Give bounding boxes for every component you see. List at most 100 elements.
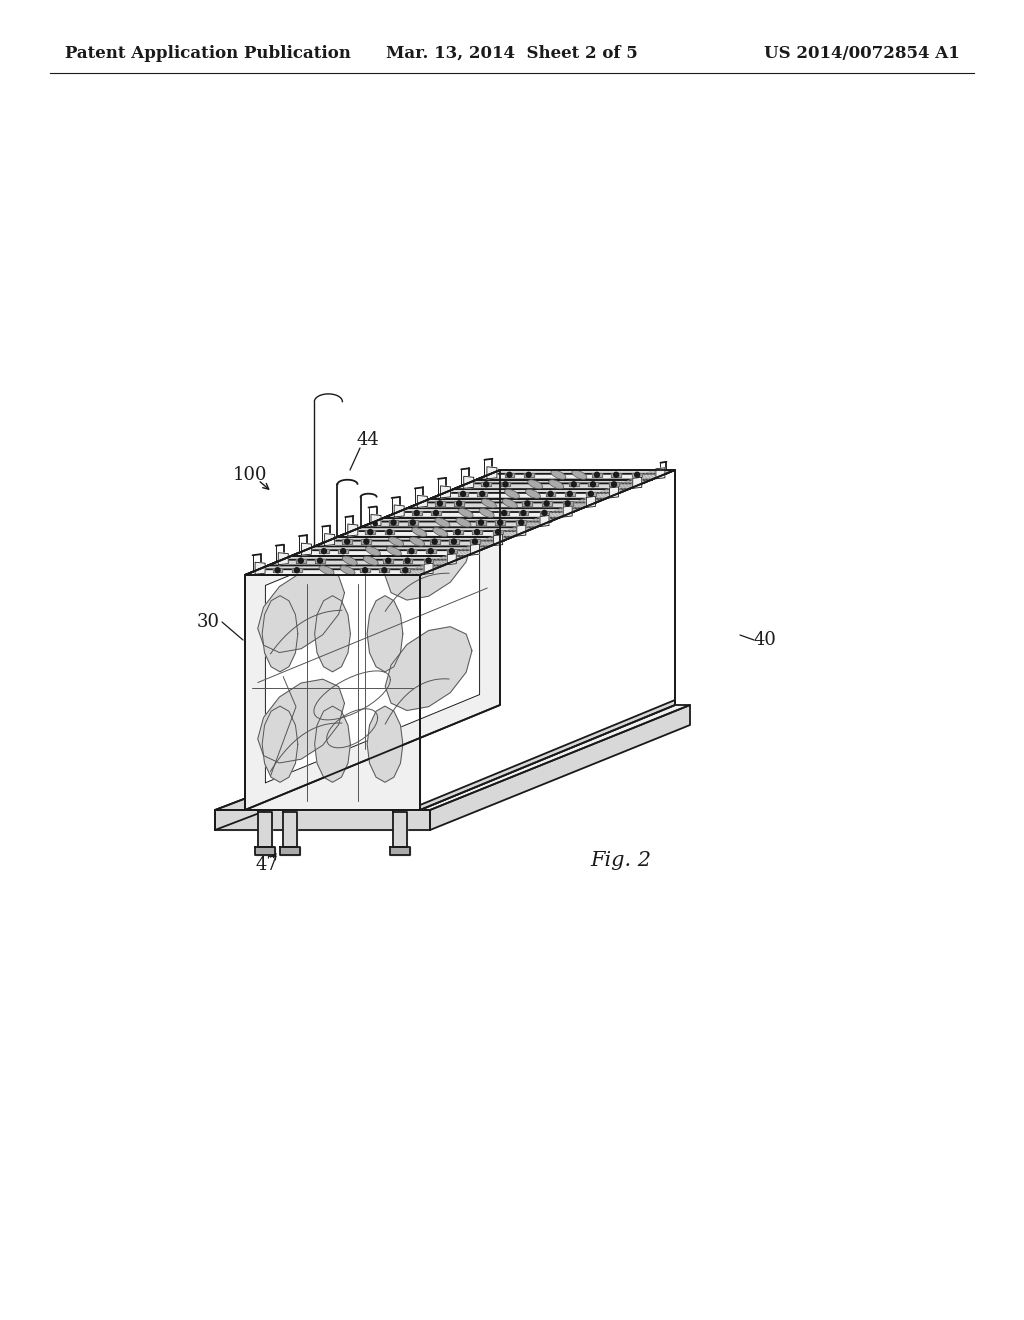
Circle shape — [472, 539, 477, 544]
Polygon shape — [301, 543, 311, 556]
Ellipse shape — [456, 517, 471, 527]
Polygon shape — [449, 540, 459, 544]
Ellipse shape — [503, 499, 517, 508]
Circle shape — [341, 549, 346, 553]
Polygon shape — [540, 511, 549, 515]
Polygon shape — [258, 569, 344, 652]
Polygon shape — [476, 520, 486, 524]
Circle shape — [591, 482, 596, 487]
Polygon shape — [380, 568, 389, 573]
Circle shape — [433, 511, 438, 515]
Circle shape — [452, 539, 457, 544]
Polygon shape — [394, 506, 404, 517]
Polygon shape — [393, 812, 407, 847]
Circle shape — [483, 482, 488, 487]
Polygon shape — [430, 705, 690, 830]
Circle shape — [298, 558, 303, 564]
Circle shape — [414, 511, 419, 515]
Circle shape — [525, 500, 529, 506]
Circle shape — [382, 568, 387, 573]
Text: Mar. 13, 2014  Sheet 2 of 5: Mar. 13, 2014 Sheet 2 of 5 — [386, 45, 638, 62]
Circle shape — [498, 520, 503, 525]
Polygon shape — [314, 541, 504, 546]
Polygon shape — [568, 482, 579, 486]
Polygon shape — [477, 474, 666, 479]
Ellipse shape — [479, 508, 495, 517]
Polygon shape — [481, 482, 492, 486]
Polygon shape — [245, 569, 434, 576]
Circle shape — [364, 539, 369, 544]
Polygon shape — [611, 473, 622, 477]
Ellipse shape — [458, 508, 473, 517]
Ellipse shape — [481, 499, 497, 508]
Polygon shape — [420, 700, 675, 810]
Polygon shape — [385, 529, 394, 535]
Text: 44: 44 — [356, 432, 379, 449]
Polygon shape — [522, 502, 532, 506]
Text: 40: 40 — [754, 631, 776, 649]
Polygon shape — [319, 549, 329, 553]
Polygon shape — [540, 516, 549, 527]
Circle shape — [496, 529, 501, 535]
Circle shape — [571, 482, 577, 487]
Ellipse shape — [342, 556, 357, 565]
Circle shape — [386, 558, 391, 564]
Polygon shape — [258, 680, 344, 763]
Polygon shape — [338, 549, 348, 553]
Polygon shape — [424, 558, 433, 562]
Polygon shape — [361, 540, 372, 544]
Circle shape — [437, 500, 442, 506]
Polygon shape — [371, 515, 381, 527]
Polygon shape — [407, 549, 417, 553]
Polygon shape — [523, 473, 534, 477]
Polygon shape — [366, 529, 375, 535]
Polygon shape — [360, 521, 550, 527]
Polygon shape — [418, 495, 427, 507]
Polygon shape — [390, 847, 410, 855]
Polygon shape — [517, 525, 525, 536]
Polygon shape — [505, 473, 514, 477]
Circle shape — [406, 558, 410, 564]
Ellipse shape — [527, 480, 543, 488]
Circle shape — [519, 520, 523, 525]
Circle shape — [542, 511, 547, 515]
Polygon shape — [383, 558, 393, 562]
Circle shape — [426, 558, 431, 564]
Polygon shape — [368, 595, 402, 672]
Circle shape — [613, 473, 618, 478]
Polygon shape — [470, 544, 479, 556]
Circle shape — [589, 491, 593, 496]
Polygon shape — [424, 564, 433, 574]
Ellipse shape — [412, 528, 427, 536]
Polygon shape — [408, 503, 596, 508]
Circle shape — [362, 568, 368, 573]
Polygon shape — [283, 812, 297, 847]
Polygon shape — [388, 520, 398, 524]
Ellipse shape — [505, 490, 519, 499]
Circle shape — [428, 549, 433, 553]
Polygon shape — [215, 705, 690, 810]
Circle shape — [374, 521, 377, 525]
Circle shape — [411, 520, 416, 525]
Polygon shape — [500, 511, 509, 515]
Polygon shape — [447, 553, 457, 565]
Ellipse shape — [410, 537, 425, 546]
Circle shape — [294, 568, 299, 573]
Polygon shape — [385, 516, 472, 601]
Polygon shape — [494, 535, 503, 545]
Polygon shape — [588, 482, 598, 486]
Circle shape — [450, 549, 455, 553]
Ellipse shape — [364, 556, 378, 565]
Polygon shape — [430, 540, 439, 544]
Polygon shape — [265, 498, 479, 783]
Polygon shape — [455, 502, 464, 506]
Polygon shape — [255, 562, 265, 574]
Polygon shape — [477, 492, 487, 496]
Polygon shape — [360, 568, 370, 573]
Text: US 2014/0072854 A1: US 2014/0072854 A1 — [764, 45, 961, 62]
Polygon shape — [518, 511, 528, 515]
Polygon shape — [262, 706, 298, 783]
Polygon shape — [592, 473, 602, 477]
Circle shape — [457, 500, 462, 506]
Polygon shape — [633, 478, 642, 488]
